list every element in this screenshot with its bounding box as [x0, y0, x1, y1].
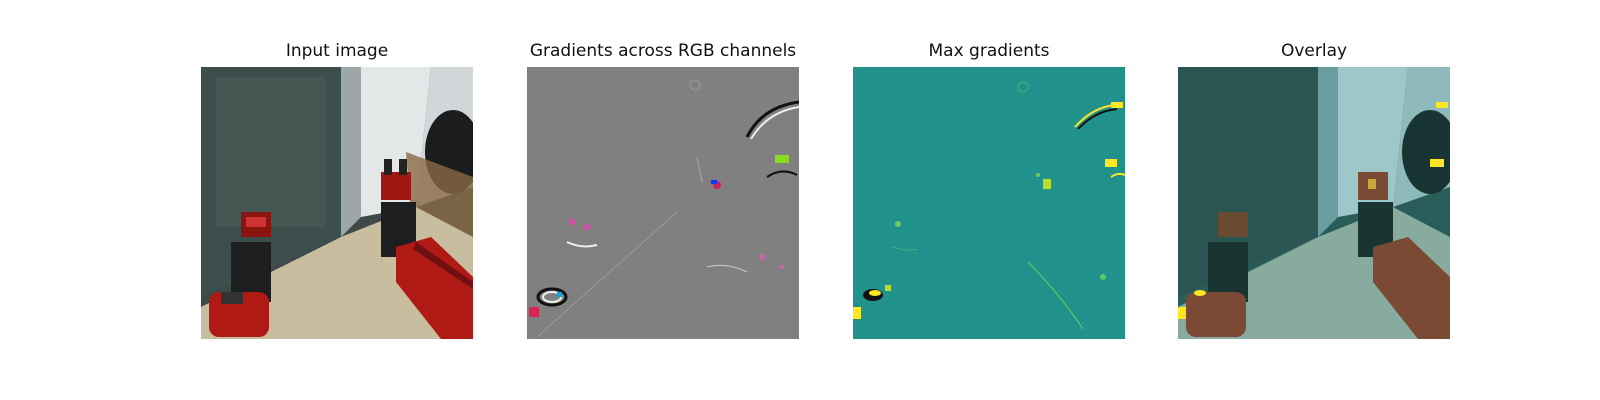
- panel-title: Overlay: [1280, 41, 1348, 61]
- panel-title: Max gradients: [928, 41, 1050, 61]
- panel-input-image: Input image: [201, 0, 473, 400]
- panel-title: Gradients across RGB channels: [529, 41, 797, 61]
- panel-rgb-gradients: Gradients across RGB channels: [527, 0, 799, 400]
- panel-title: Input image: [285, 41, 389, 61]
- max-gradient-image: [853, 67, 1125, 339]
- overlay-image: [1178, 67, 1450, 339]
- panel-max-gradients: Max gradients: [853, 0, 1125, 400]
- rgb-gradient-image: [527, 67, 799, 339]
- input-image: [201, 67, 473, 339]
- panel-overlay: Overlay: [1178, 0, 1450, 400]
